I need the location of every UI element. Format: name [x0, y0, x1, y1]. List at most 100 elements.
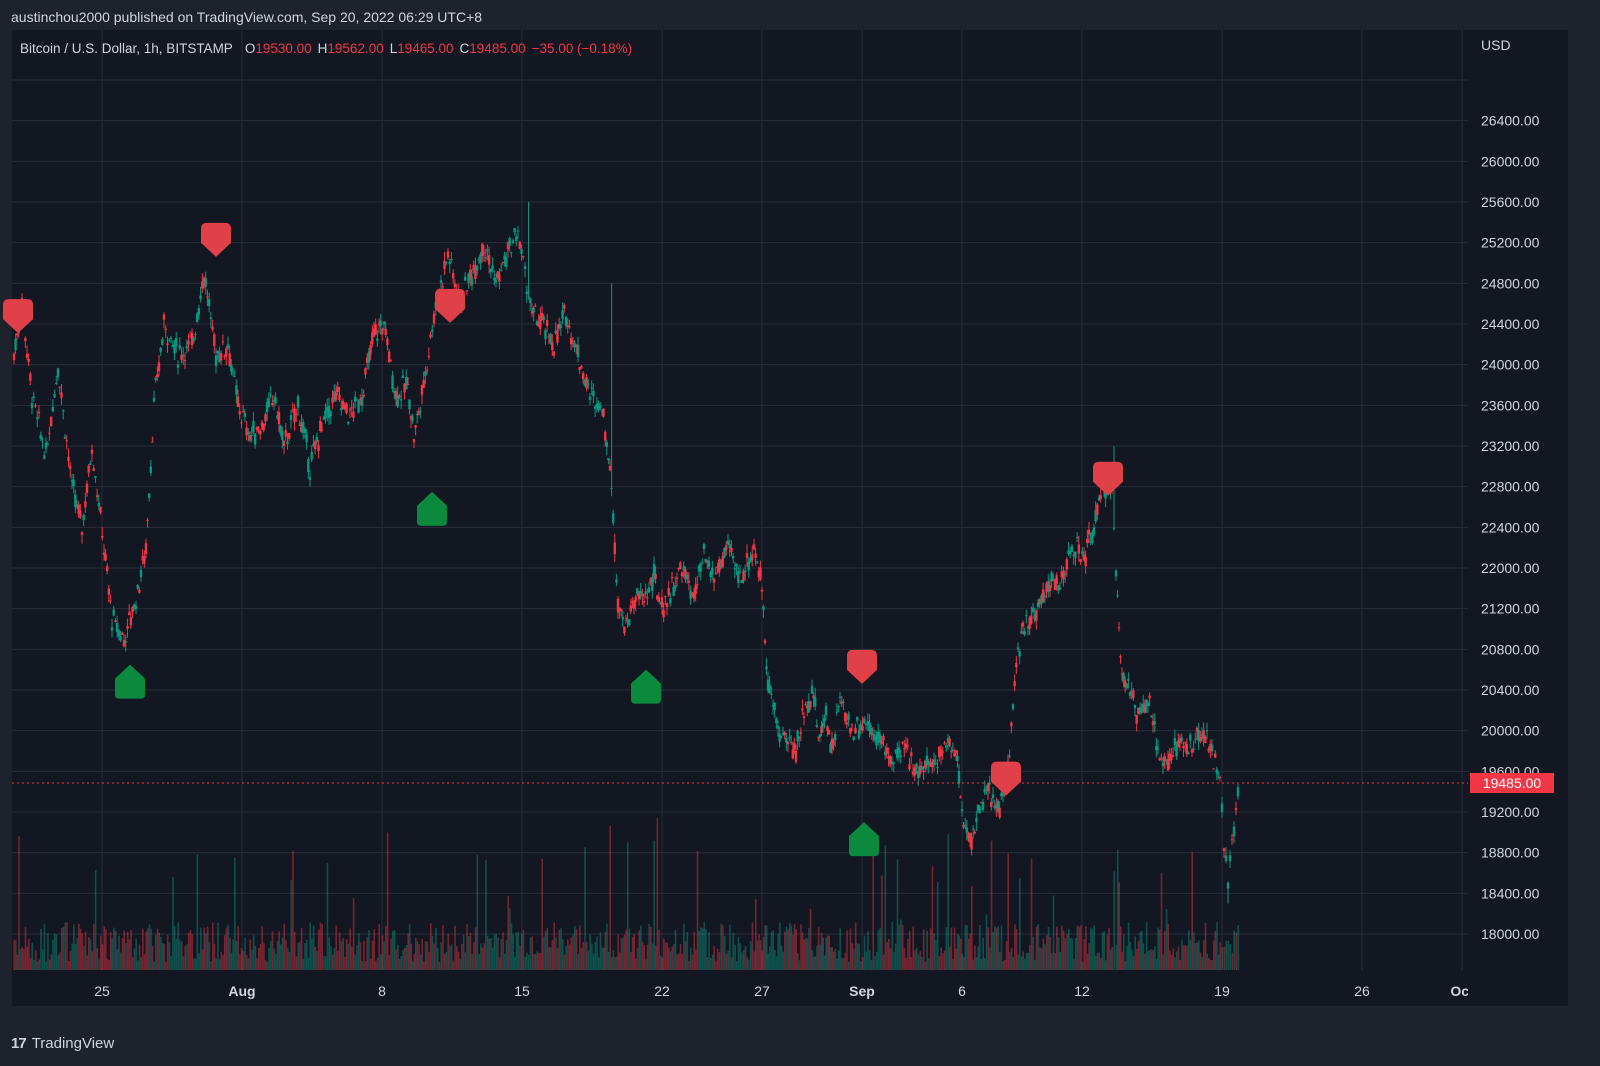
volume-bar: [887, 938, 890, 970]
volume-bar: [273, 948, 275, 970]
candle-body: [830, 738, 834, 750]
volume-bar: [193, 958, 195, 970]
candle-body: [602, 408, 605, 417]
volume-bar: [388, 955, 391, 970]
candle-body: [751, 554, 754, 561]
volume-bar: [1042, 938, 1045, 970]
candle-body: [259, 430, 262, 435]
volume-bar: [469, 932, 472, 970]
candle-body: [852, 736, 855, 741]
candle-body: [892, 762, 895, 764]
candle-body: [201, 281, 204, 289]
candle-body: [162, 314, 166, 320]
volume-bar: [956, 934, 959, 970]
signal-markers: [3, 222, 1123, 857]
volume-bar: [184, 946, 186, 970]
volume-bar: [1035, 926, 1038, 970]
candle-body: [657, 597, 660, 603]
candle-body: [939, 749, 943, 757]
volume-bar: [967, 938, 970, 970]
volume-bar: [698, 931, 700, 970]
volume-bar: [429, 923, 432, 970]
candle-body: [262, 423, 265, 431]
volume-bar: [735, 961, 738, 970]
volume-bar: [1142, 943, 1145, 970]
candle-body: [920, 766, 923, 770]
candle-body: [1145, 699, 1148, 706]
volume-bar: [846, 930, 848, 970]
candle-body: [169, 337, 173, 339]
volume-bar: [849, 928, 852, 970]
candle-body: [141, 555, 144, 561]
candle-body: [599, 405, 602, 409]
volume-bar: [41, 949, 44, 970]
candle-body: [832, 740, 835, 746]
candle-body: [701, 563, 704, 565]
legend-close-label: C: [459, 41, 470, 56]
candle-body: [14, 338, 17, 351]
volume-bar: [787, 929, 789, 970]
candle-body: [847, 714, 850, 720]
candle-body: [315, 436, 319, 442]
volume-bar: [397, 944, 399, 970]
volume-bar: [646, 944, 649, 970]
volume-bar: [447, 933, 449, 970]
candle-body: [525, 291, 528, 295]
volume-bar: [55, 934, 58, 970]
volume-bar: [921, 956, 923, 970]
candle-body: [152, 397, 156, 402]
volume-bar: [779, 922, 781, 970]
volume-bar: [548, 947, 550, 970]
volume-bar: [877, 929, 880, 970]
candle-body: [1156, 748, 1160, 750]
volume-bar: [1103, 931, 1105, 970]
candle-body: [1112, 527, 1116, 529]
volume-bar: [678, 953, 680, 970]
candle-body: [820, 725, 823, 734]
candle-body: [605, 442, 608, 447]
volume-bar: [893, 951, 895, 970]
volume-bar: [168, 942, 171, 970]
volume-bar: [834, 948, 837, 970]
volume-bar: [452, 960, 455, 970]
volume-bar: [725, 953, 728, 970]
candle-body: [164, 328, 167, 331]
volume-bar: [546, 927, 549, 970]
candle-body: [983, 788, 986, 793]
volume-bar: [536, 951, 538, 970]
tradingview-brand[interactable]: 17 TradingView: [11, 1035, 114, 1052]
candle-body: [1187, 752, 1190, 754]
candle-body: [1092, 527, 1096, 535]
legend-symbol[interactable]: Bitcoin / U.S. Dollar, 1h, BITSTAMP: [20, 41, 233, 56]
volume-bar: [1209, 960, 1212, 970]
legend-high-label: H: [317, 41, 328, 56]
candle-body: [1120, 673, 1124, 675]
candle-body: [634, 596, 637, 602]
candle-body: [343, 405, 346, 410]
volume-bar: [180, 941, 183, 970]
candle-body: [144, 543, 148, 554]
volume-bar: [1149, 949, 1151, 970]
candle-body: [646, 597, 649, 599]
candle-body: [365, 357, 369, 363]
candle-body: [1220, 803, 1224, 813]
candle-body: [580, 366, 583, 369]
volume-bar: [706, 957, 709, 970]
volume-bar: [1032, 936, 1034, 970]
volume-bar: [520, 933, 523, 970]
volume-bar: [580, 948, 583, 970]
candle-body: [1089, 541, 1092, 543]
candle-body: [431, 329, 434, 332]
volume-bar: [295, 956, 298, 970]
candle-body: [1030, 615, 1033, 624]
volume-bar: [1029, 944, 1031, 970]
volume-bar: [198, 953, 200, 970]
candle-body: [296, 396, 300, 408]
volume-bar: [1049, 936, 1051, 970]
candle-body: [840, 701, 843, 704]
candle-body: [798, 736, 801, 739]
volume-bar: [244, 937, 246, 970]
candle-body: [250, 434, 253, 436]
candle-body: [1197, 729, 1200, 742]
